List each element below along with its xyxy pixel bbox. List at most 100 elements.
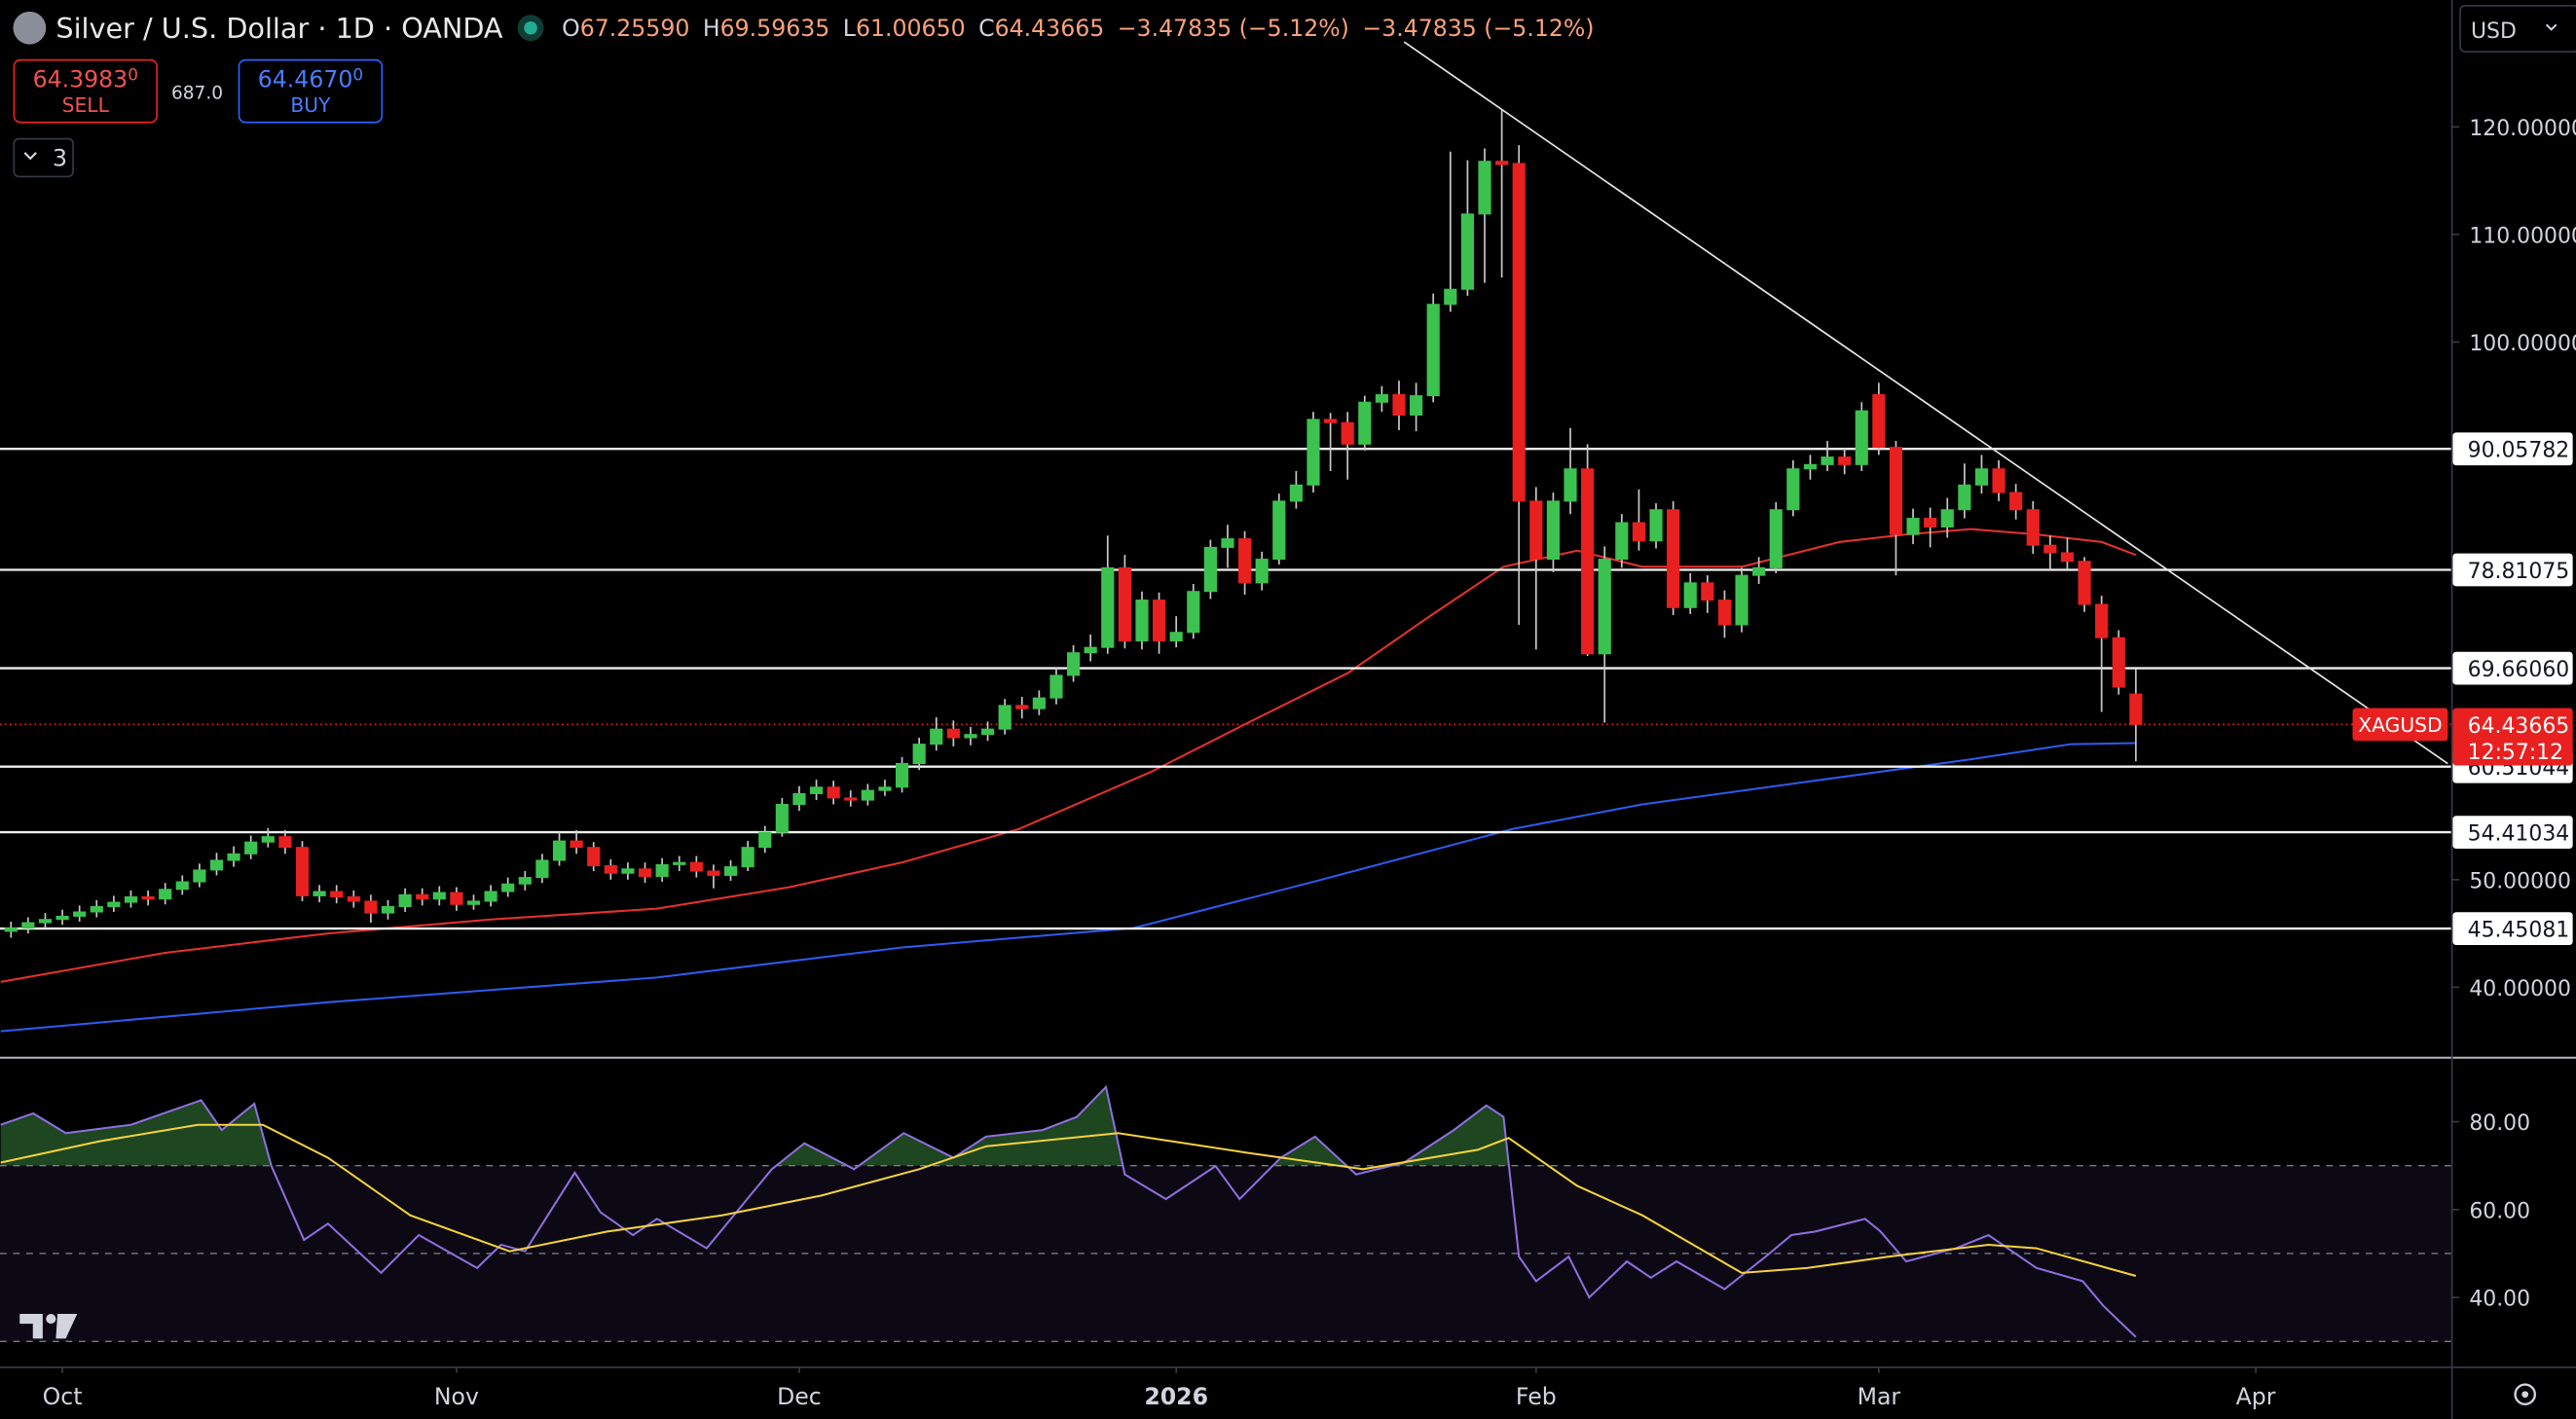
ohlc-value: 61.00650 [856, 15, 966, 42]
header: Silver / U.S. Dollar · 1D · OANDA O67.25… [13, 5, 2576, 1405]
candle-body [1974, 468, 1989, 486]
candle-body [416, 893, 429, 900]
level-label: 78.81075 [2468, 560, 2570, 584]
candle-body [1289, 484, 1303, 502]
candle-body [21, 922, 35, 929]
candle-body [141, 896, 155, 900]
buy-label[interactable]: BUY [290, 93, 331, 117]
currency[interactable]: USD [2471, 19, 2517, 44]
candle-body [1101, 566, 1115, 648]
logo-part [46, 1314, 56, 1325]
candle-body [552, 840, 567, 861]
candle-body [2026, 509, 2040, 546]
candle-body [1460, 213, 1474, 290]
ohlc: O67.25590 H69.59635 L61.00650 C64.43665 −3.4… [562, 15, 1594, 42]
candle-body [998, 705, 1012, 730]
candle-body [1906, 518, 1920, 535]
candle-body [1015, 705, 1029, 710]
candle-body [689, 861, 703, 872]
candle-body [758, 831, 772, 849]
moving-average [0, 528, 2137, 983]
candle-body [1769, 509, 1783, 568]
candle-body [1992, 468, 2006, 493]
sell-pip[interactable]: 0 [128, 65, 138, 85]
chevron [2545, 23, 2558, 31]
candle-body [2009, 491, 2023, 511]
candle-body [1444, 288, 1457, 306]
candle-body [90, 905, 103, 913]
candle-body [1169, 632, 1183, 642]
x-tick-label: Dec [777, 1383, 822, 1410]
candle-body [741, 847, 754, 868]
candle-body [1324, 418, 1338, 423]
candle-body [895, 763, 909, 788]
candle-body [398, 893, 412, 907]
x-tick-label: Apr [2236, 1383, 2276, 1410]
spread: 687.0 [171, 83, 223, 103]
candle-body [347, 896, 360, 902]
candle-body [1564, 468, 1577, 502]
candle-body [1940, 509, 1954, 528]
candle-body [1717, 600, 1732, 626]
candle-body [1272, 500, 1286, 561]
ohlc-key: O [562, 15, 580, 42]
candle-body [364, 900, 378, 914]
candle-body [621, 868, 635, 874]
candle-body [1306, 418, 1320, 486]
indicator-toggle[interactable] [13, 137, 74, 178]
sell-label[interactable]: SELL [62, 93, 110, 117]
candle-body [775, 803, 789, 833]
candle-body [2129, 693, 2143, 725]
candle-body [1615, 522, 1629, 561]
trendline [1403, 41, 2448, 765]
rsi-pane [0, 1084, 2451, 1342]
level-label: 90.05782 [2468, 439, 2570, 463]
candle-body [827, 786, 840, 799]
candle-body [1786, 468, 1800, 511]
ohlc-key: L [843, 15, 857, 42]
buy-price-main[interactable]: 64.4670 [258, 65, 353, 92]
candle-body [1495, 161, 1509, 165]
sell-price-main[interactable]: 64.3983 [33, 65, 129, 92]
candle-body [1410, 395, 1423, 417]
last-price-box [2452, 708, 2573, 766]
y-tick-label: 110.00000 [2469, 224, 2576, 248]
ohlc-value: 69.59635 [720, 15, 830, 42]
candle-body [450, 891, 463, 905]
countdown: 12:57:12 [2468, 741, 2563, 765]
candle-body [1512, 163, 1526, 502]
x-tick-label: Feb [1516, 1383, 1557, 1410]
settings-icon[interactable] [2514, 1383, 2536, 1405]
candle-body [244, 841, 258, 855]
candle-body [107, 901, 121, 907]
candle-body [2112, 637, 2125, 688]
symbol-tag-box [2352, 708, 2448, 742]
candle-body [535, 859, 549, 879]
candle-body [1187, 591, 1200, 634]
buy-price[interactable]: 64.46700 [258, 65, 363, 93]
candle-body [1426, 304, 1440, 397]
candle-body [1701, 582, 1714, 601]
buy-button[interactable] [238, 58, 384, 124]
buy-pip[interactable]: 0 [352, 65, 363, 85]
level-label: 69.66060 [2468, 658, 2570, 682]
candle-body [1667, 509, 1680, 608]
candle-body [1924, 518, 1937, 528]
sell-button[interactable] [13, 58, 158, 124]
candle-body [1958, 484, 1971, 511]
x-tick-label: Oct [43, 1383, 83, 1410]
candle-body [570, 840, 583, 849]
ohlc-key: H [703, 15, 720, 42]
candle-body [1632, 522, 1646, 542]
sell-price[interactable]: 64.39830 [33, 65, 138, 93]
ohlc-value: 64.43665 [995, 15, 1105, 42]
candle-body [1203, 546, 1217, 593]
candle-body [1049, 674, 1063, 699]
candle-body [1735, 574, 1748, 626]
price-pane [0, 41, 2451, 1033]
candle-body [1598, 559, 1611, 655]
candle-body [844, 797, 858, 801]
indicator-count[interactable]: 3 [53, 144, 67, 171]
currency-select[interactable] [2459, 5, 2576, 53]
symbol-tag: XAGUSD [2358, 713, 2442, 737]
